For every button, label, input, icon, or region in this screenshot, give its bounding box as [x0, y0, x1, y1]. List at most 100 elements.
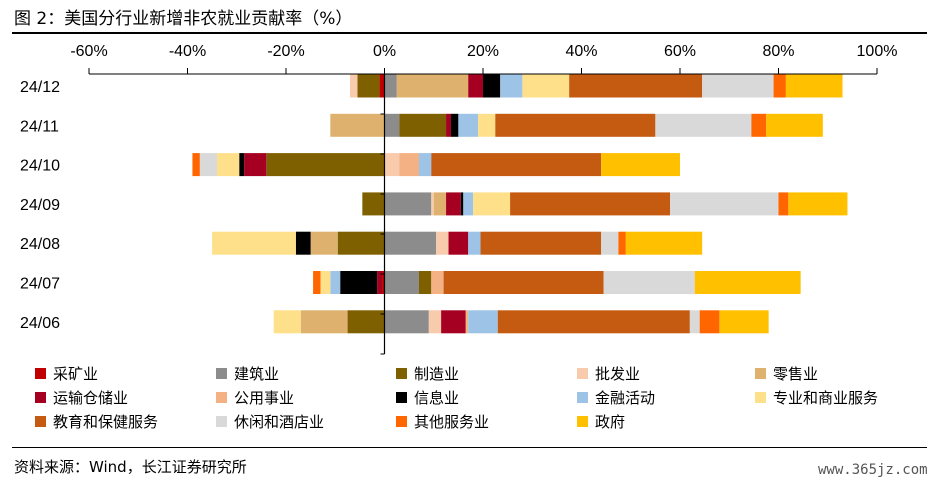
x-tick-label: 80%: [762, 43, 794, 60]
bar-segment: [483, 74, 501, 98]
bar-segment: [450, 113, 459, 137]
legend-item: 专业和商业服务: [755, 387, 878, 407]
y-axis: 24/12 24/11 24/10 24/09 24/08 24/07 24/06: [20, 79, 60, 332]
legend-swatch: [577, 367, 588, 379]
legend-swatch: [216, 367, 227, 379]
legend-label: 制造业: [414, 364, 460, 383]
bar-segment: [446, 192, 461, 216]
bar-segment: [295, 231, 311, 255]
bar-segment: [239, 153, 245, 177]
bar-segment: [384, 74, 397, 98]
bar-segment: [468, 74, 483, 98]
bar-segment: [766, 113, 823, 137]
bar-segment: [273, 310, 301, 334]
legend-label: 信息业: [414, 388, 460, 407]
bar-segment: [377, 271, 383, 294]
legend-label: 运输仓储业: [53, 388, 129, 407]
legend-item: 信息业: [396, 387, 459, 407]
y-tick-label: 24/07: [20, 276, 60, 293]
bar-segment: [443, 271, 604, 294]
bar-segment: [396, 74, 469, 98]
bar-segment: [569, 74, 703, 98]
y-tick-label: 24/09: [20, 197, 60, 214]
legend-swatch: [577, 415, 588, 427]
bar-segment: [702, 74, 774, 98]
bar-segment: [694, 271, 801, 294]
bar-segment: [428, 310, 442, 334]
bar-segment: [379, 74, 385, 98]
bar-segment: [192, 153, 200, 177]
bar-segment: [468, 310, 498, 334]
legend-swatch: [396, 391, 407, 403]
legend-swatch: [216, 391, 227, 403]
bar-segment: [266, 153, 385, 177]
bar-segment: [719, 310, 769, 334]
bar-segment: [460, 192, 464, 216]
x-tick-label: -60%: [70, 43, 107, 60]
legend-item: 批发业: [577, 363, 640, 383]
bar-segment: [340, 271, 378, 294]
legend-item: 制造业: [396, 363, 459, 383]
legend-item: 运输仓储业: [35, 387, 128, 407]
legend-item: 采矿业: [35, 363, 98, 383]
legend-item: 建筑业: [216, 363, 279, 383]
y-tick-label: 24/10: [20, 158, 60, 175]
bar-segment: [448, 231, 469, 255]
legend-label: 采矿业: [53, 364, 99, 383]
legend-label: 专业和商业服务: [773, 388, 879, 407]
legend-label: 休闲和酒店业: [234, 412, 325, 431]
bar-segment: [337, 231, 385, 255]
bar-segment: [473, 192, 511, 216]
bar-segment: [320, 271, 331, 294]
bars: [192, 74, 848, 334]
bar-segment: [446, 113, 451, 137]
bar-segment: [384, 310, 429, 334]
y-tick-label: 24/11: [20, 118, 59, 135]
bar-segment: [382, 271, 385, 294]
legend-swatch: [577, 391, 588, 403]
x-tick-label: -40%: [169, 43, 206, 60]
x-axis: -60% -40% -20% 0% 20% 40% 60% 80% 100%: [70, 43, 898, 75]
bar-segment: [384, 271, 419, 294]
legend-swatch: [216, 415, 227, 427]
legend-label: 金融活动: [595, 388, 656, 407]
bar-segment: [480, 231, 602, 255]
bar-segment: [689, 310, 700, 334]
legend-item: 其他服务业: [396, 411, 489, 431]
legend-item: 休闲和酒店业: [216, 411, 324, 431]
bar-segment: [522, 74, 570, 98]
bar-segment: [778, 192, 789, 216]
bar-segment: [431, 271, 444, 294]
bar-segment: [212, 231, 296, 255]
legend-label: 零售业: [773, 364, 819, 383]
bar-segment: [384, 231, 437, 255]
bar-segment: [603, 271, 695, 294]
bar-segment: [330, 113, 385, 137]
source-note: 资料来源：Wind，长江证券研究所: [14, 458, 247, 476]
x-tick-label: 40%: [565, 43, 597, 60]
legend-label: 政府: [595, 412, 626, 431]
bar-segment: [601, 231, 619, 255]
legend-label: 教育和保健服务: [53, 412, 159, 431]
bar-segment: [670, 192, 779, 216]
bar-segment: [497, 310, 690, 334]
bar-segment: [495, 113, 656, 137]
bar-segment: [347, 310, 385, 334]
y-tick-label: 24/06: [20, 315, 60, 332]
x-tick-label: 0%: [373, 43, 396, 60]
x-tick-label: -20%: [267, 43, 304, 60]
legend-label: 建筑业: [234, 364, 280, 383]
x-tick-label: 20%: [467, 43, 499, 60]
bar-segment: [618, 231, 626, 255]
y-tick-label: 24/12: [20, 79, 60, 96]
x-tick-label: 100%: [857, 43, 898, 60]
bar-segment: [384, 113, 400, 137]
y-tick-label: 24/08: [20, 236, 60, 253]
bar-segment: [384, 153, 400, 177]
bar-segment: [418, 153, 432, 177]
bar-segment: [465, 310, 469, 334]
bar-segment: [500, 74, 523, 98]
bar-segment: [751, 113, 767, 137]
bar-segment: [510, 192, 671, 216]
legend-item: 公用事业: [216, 387, 294, 407]
